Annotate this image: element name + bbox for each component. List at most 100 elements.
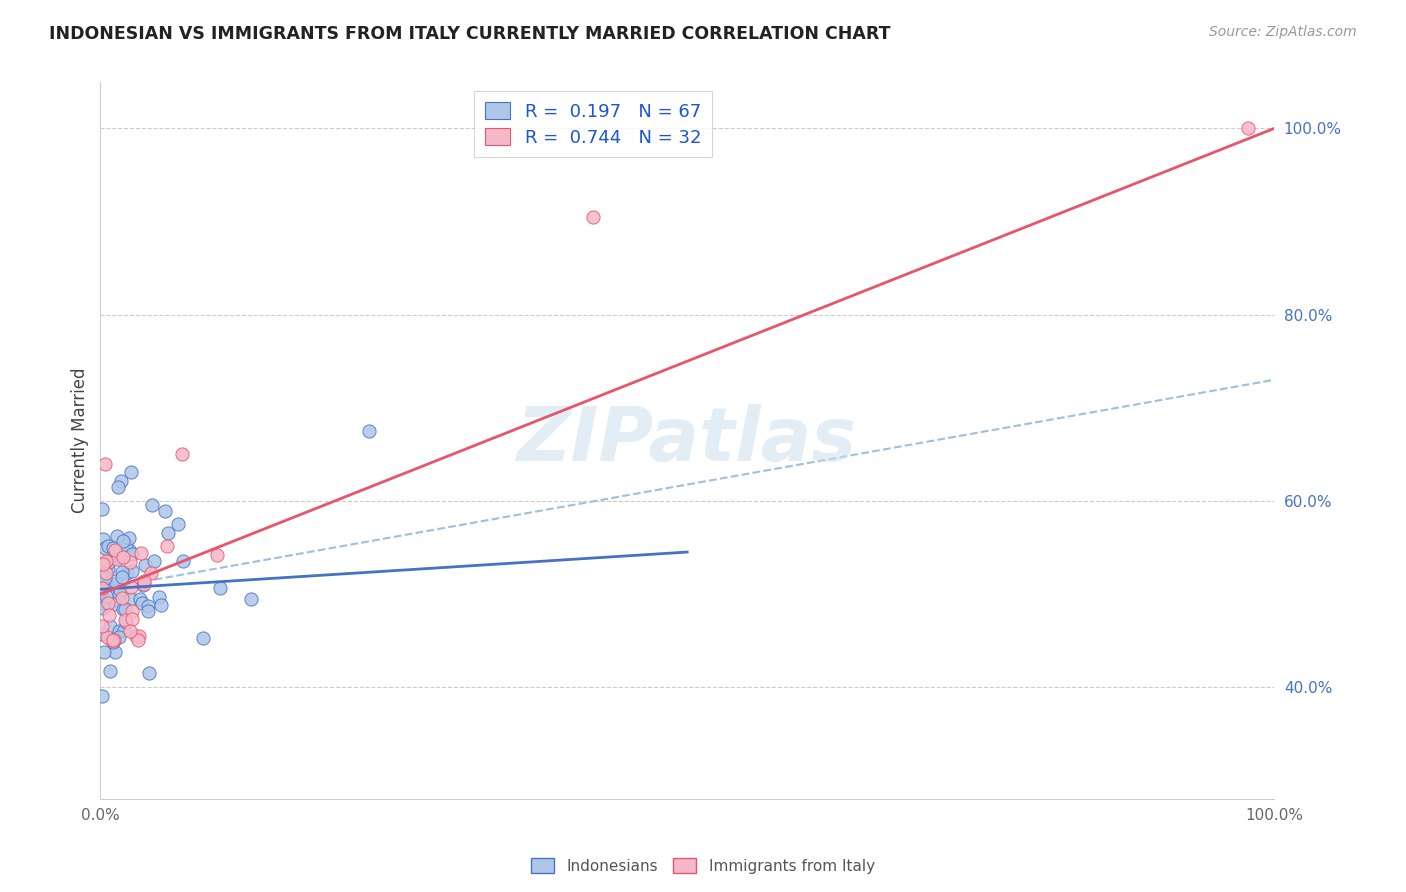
Point [120, 555, 142, 569]
Point [114, 602, 136, 616]
Point [120, 591, 142, 606]
Point [357, 424, 380, 438]
Point [156, 525, 179, 540]
Point [121, 547, 143, 561]
Text: Source: ZipAtlas.com: Source: ZipAtlas.com [1209, 25, 1357, 39]
Point [156, 539, 179, 553]
Point [108, 630, 131, 644]
Point [108, 583, 131, 598]
Point [142, 554, 165, 568]
Point [118, 544, 141, 558]
Legend: Indonesians, Immigrants from Italy: Indonesians, Immigrants from Italy [526, 852, 880, 880]
Point [172, 447, 194, 461]
Point [1237, 121, 1260, 136]
Y-axis label: Currently Married: Currently Married [72, 368, 89, 513]
Point [112, 534, 135, 549]
Point [114, 623, 136, 637]
Point [104, 645, 127, 659]
Point [93, 645, 115, 659]
Legend: R =  0.197   N = 67, R =  0.744   N = 32: R = 0.197 N = 67, R = 0.744 N = 32 [474, 91, 713, 157]
Point [90, 689, 112, 703]
Point [97, 596, 120, 610]
Point [141, 498, 163, 512]
Point [101, 577, 124, 591]
Point [93, 596, 115, 610]
Point [153, 503, 176, 517]
Point [107, 480, 129, 494]
Point [115, 566, 138, 580]
Point [136, 604, 159, 618]
Point [115, 539, 138, 553]
Point [107, 587, 129, 601]
Point [121, 564, 143, 578]
Point [96, 590, 118, 604]
Point [114, 615, 136, 630]
Point [111, 570, 134, 584]
Point [108, 624, 131, 638]
Point [138, 665, 160, 680]
Point [104, 543, 127, 558]
Point [205, 548, 228, 562]
Point [114, 613, 136, 627]
Point [94, 554, 117, 568]
Point [101, 633, 124, 648]
Point [105, 529, 128, 543]
Point [139, 566, 162, 580]
Point [124, 628, 146, 642]
Point [94, 457, 117, 471]
Point [91, 532, 114, 546]
Point [103, 541, 125, 555]
Text: ZIPatlas: ZIPatlas [517, 404, 858, 477]
Point [131, 596, 153, 610]
Point [110, 475, 132, 489]
Point [104, 574, 127, 588]
Point [97, 539, 120, 553]
Point [93, 571, 115, 585]
Point [98, 664, 121, 678]
Point [100, 633, 122, 648]
Point [111, 591, 134, 606]
Point [240, 591, 263, 606]
Point [97, 562, 120, 576]
Point [98, 607, 121, 622]
Point [121, 604, 143, 618]
Point [136, 599, 159, 613]
Point [104, 550, 127, 565]
Point [132, 574, 155, 588]
Point [103, 633, 125, 648]
Point [111, 602, 134, 616]
Point [129, 546, 152, 560]
Point [94, 570, 117, 584]
Point [94, 541, 117, 555]
Point [127, 633, 149, 648]
Point [91, 600, 114, 615]
Point [191, 632, 214, 646]
Point [98, 619, 121, 633]
Point [90, 627, 112, 641]
Point [96, 577, 118, 591]
Point [111, 550, 134, 565]
Point [96, 566, 118, 580]
Point [96, 630, 118, 644]
Point [120, 465, 142, 479]
Point [90, 581, 112, 595]
Point [91, 581, 114, 595]
Point [105, 551, 128, 566]
Point [118, 532, 141, 546]
Point [582, 210, 605, 224]
Point [110, 566, 132, 580]
Point [129, 591, 152, 606]
Point [90, 619, 112, 633]
Point [118, 624, 141, 638]
Point [148, 590, 170, 604]
Point [91, 589, 114, 603]
Point [93, 558, 115, 572]
Point [101, 635, 124, 649]
Point [131, 578, 153, 592]
Point [128, 628, 150, 642]
Point [132, 577, 155, 591]
Point [98, 556, 121, 570]
Point [172, 554, 194, 568]
Point [149, 598, 172, 612]
Point [121, 612, 143, 626]
